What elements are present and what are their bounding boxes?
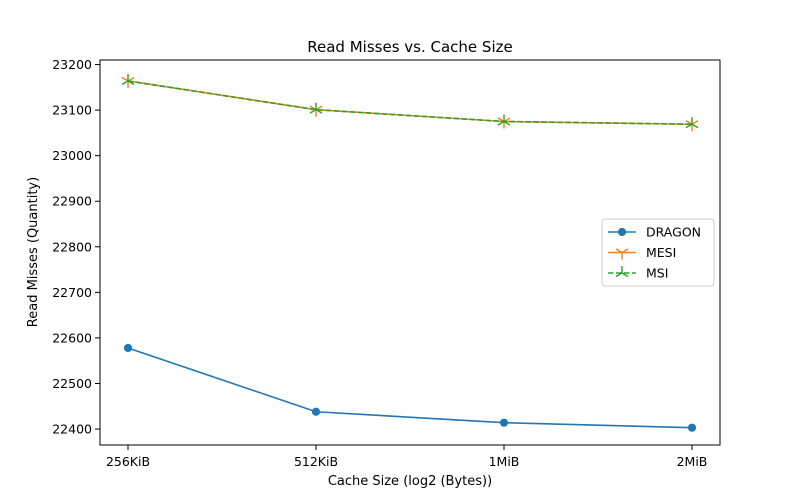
data-point-msi — [497, 114, 511, 126]
series-line-mesi — [127, 80, 693, 126]
x-tick-label: 1MiB — [489, 454, 520, 469]
plot-frame — [99, 59, 721, 446]
data-point-msi — [685, 117, 699, 129]
legend-label-mesi: MESI — [646, 245, 676, 260]
y-axis: 22400 22500 22600 22700 22800 22900 23000 23100… — [52, 57, 100, 437]
y-tick-label: 22600 — [52, 330, 92, 345]
x-tick-label: 512KiB — [294, 454, 338, 469]
x-axis: 256KiB 512KiB 1MiB 2MiB — [106, 445, 707, 469]
x-tick-label: 256KiB — [106, 454, 150, 469]
y-tick-label: 22700 — [52, 285, 92, 300]
plot-area — [121, 73, 699, 432]
data-point-dragon — [311, 407, 321, 416]
series-line-dragon — [127, 347, 693, 429]
data-point-msi — [121, 73, 135, 86]
chart-title: Read Misses vs. Cache Size — [307, 38, 512, 56]
y-axis-label: Read Misses (Quantity) — [26, 177, 41, 327]
legend-label-dragon: DRAGON — [646, 225, 701, 240]
data-point-msi — [309, 102, 323, 114]
series-msi — [121, 73, 699, 129]
legend-marker-dragon — [617, 227, 627, 237]
data-point-dragon — [687, 423, 697, 432]
x-tick-label: 2MiB — [677, 454, 708, 469]
y-tick-label: 22800 — [52, 239, 92, 254]
x-axis-label: Cache Size (log2 (Bytes)) — [328, 474, 492, 489]
legend-marker-msi — [615, 266, 629, 278]
legend-label-msi: MSI — [646, 266, 668, 281]
y-tick-label: 22900 — [52, 194, 92, 209]
y-tick-label: 23200 — [52, 57, 92, 72]
series-line-msi — [127, 80, 693, 126]
legend-item-dragon: DRAGON — [608, 225, 701, 240]
legend-marker-mesi — [615, 248, 629, 260]
series-dragon — [123, 343, 697, 432]
legend-box — [601, 218, 715, 287]
legend-item-mesi: MESI — [608, 245, 676, 260]
legend-item-msi: MSI — [608, 266, 668, 281]
y-tick-label: 23100 — [52, 103, 92, 118]
y-tick-label: 23000 — [52, 148, 92, 163]
y-tick-label: 22500 — [52, 376, 92, 391]
data-point-dragon — [499, 418, 509, 427]
data-point-mesi — [685, 120, 699, 132]
series-mesi — [121, 76, 699, 132]
data-point-dragon — [123, 343, 133, 353]
legend: DRAGON MESI MSI — [601, 218, 715, 287]
y-tick-label: 22400 — [52, 422, 92, 437]
